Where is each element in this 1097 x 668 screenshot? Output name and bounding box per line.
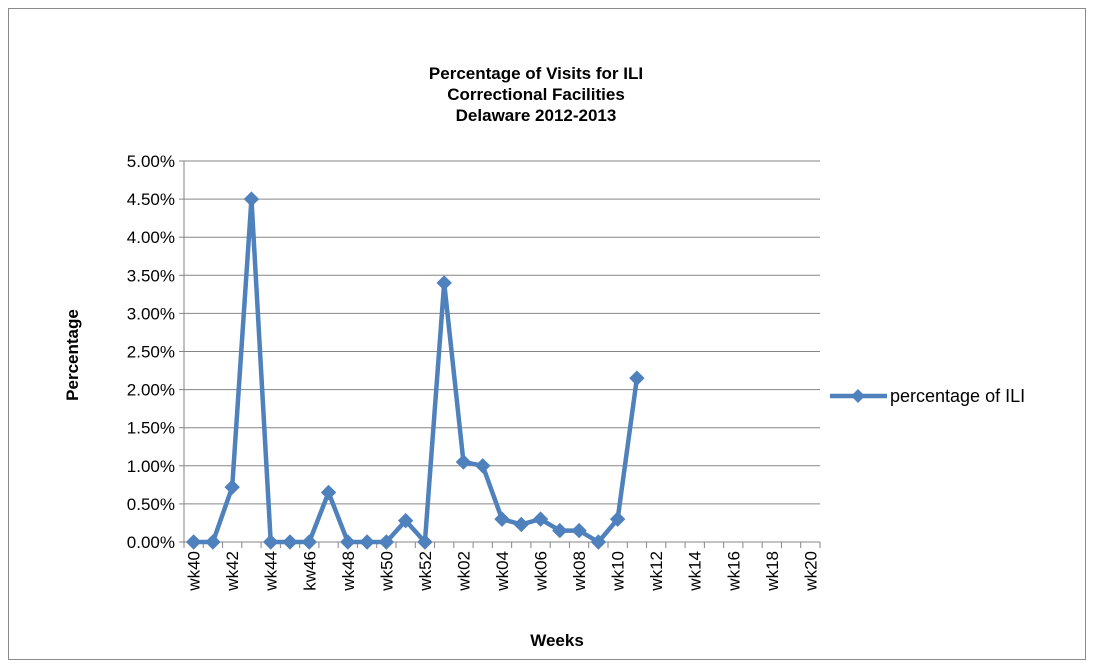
data-point-marker xyxy=(282,534,298,550)
legend-label: percentage of ILI xyxy=(890,386,1025,406)
legend: percentage of ILI xyxy=(830,386,1025,406)
x-tick-label: wk18 xyxy=(763,551,782,592)
data-point-marker xyxy=(513,516,529,533)
y-tick-label: 4.50% xyxy=(127,190,175,209)
data-point-marker xyxy=(205,534,221,550)
x-tick-label: wk52 xyxy=(416,551,435,592)
x-axis-title: Weeks xyxy=(530,631,584,650)
y-tick-label: 2.00% xyxy=(127,381,175,400)
x-tick-label: wk08 xyxy=(570,551,589,592)
x-tick-label: kw46 xyxy=(300,551,319,591)
line-chart: Percentage of Visits for ILI Correctional… xyxy=(63,64,1025,650)
data-point-marker xyxy=(417,534,433,550)
y-tick-label: 0.50% xyxy=(127,495,175,514)
series-line xyxy=(193,196,640,545)
y-tick-label: 0.00% xyxy=(127,533,175,552)
y-axis-title: Percentage xyxy=(63,309,82,401)
x-tick-label: wk10 xyxy=(609,551,628,592)
x-tick-label: wk40 xyxy=(185,551,204,592)
x-tick-label: wk12 xyxy=(647,551,666,592)
data-point-marker xyxy=(475,458,491,474)
y-tick-label: 1.00% xyxy=(127,457,175,476)
gridlines xyxy=(184,160,820,505)
y-tick-label: 3.50% xyxy=(127,266,175,285)
y-tick-label: 5.00% xyxy=(127,152,175,171)
data-point-marker xyxy=(301,534,317,550)
data-point-marker xyxy=(185,534,202,550)
chart-title-line: Correctional Facilities xyxy=(447,85,625,104)
data-point-marker xyxy=(532,511,549,527)
x-tick-label: wk02 xyxy=(454,551,473,592)
data-point-marker xyxy=(590,534,607,550)
data-point-marker xyxy=(436,275,452,291)
y-tick-label: 1.50% xyxy=(127,419,175,438)
data-point-marker xyxy=(378,534,395,550)
data-point-marker xyxy=(320,484,337,501)
y-tick-label: 3.00% xyxy=(127,304,175,323)
chart-title-line: Delaware 2012-2013 xyxy=(456,106,617,125)
y-tick-label: 2.50% xyxy=(127,343,175,362)
y-tick-label: 4.00% xyxy=(127,228,175,247)
data-point-marker xyxy=(397,512,414,529)
x-tick-label: wk06 xyxy=(532,551,551,592)
y-axis-ticks: 0.00% 0.50% 1.00% 1.50% 2.00% 2.50% 3.00% 3.50%… xyxy=(127,152,184,552)
x-tick-label: wk42 xyxy=(223,551,242,592)
chart-title-line: Percentage of Visits for ILI xyxy=(429,64,643,83)
x-tick-label: wk48 xyxy=(339,551,358,592)
data-point-marker xyxy=(263,534,279,550)
legend-marker xyxy=(851,389,865,403)
data-point-marker xyxy=(571,522,587,539)
x-tick-label: wk44 xyxy=(262,551,281,592)
data-point-marker xyxy=(224,479,240,495)
data-point-marker xyxy=(552,522,568,539)
data-point-marker xyxy=(340,534,356,550)
x-axis-ticks: wk40 wk42 wk44 kw46 wk48 wk50 wk52 wk02 wk04 wk06… xyxy=(183,542,821,592)
data-point-marker xyxy=(494,511,510,527)
data-series xyxy=(185,191,645,550)
data-point-marker xyxy=(609,511,626,527)
x-tick-label: wk16 xyxy=(724,551,743,592)
x-tick-label: wk14 xyxy=(686,551,705,592)
data-point-marker xyxy=(359,534,375,550)
data-point-marker xyxy=(455,454,472,470)
x-tick-label: wk20 xyxy=(801,551,820,592)
data-point-marker xyxy=(629,370,645,386)
x-tick-label: wk50 xyxy=(377,551,396,592)
chart-area: Percentage of Visits for ILI Correctional… xyxy=(8,8,1086,660)
chart-title: Percentage of Visits for ILI Correctional… xyxy=(429,64,643,125)
data-point-marker xyxy=(243,191,260,207)
x-tick-label: wk04 xyxy=(493,551,512,592)
